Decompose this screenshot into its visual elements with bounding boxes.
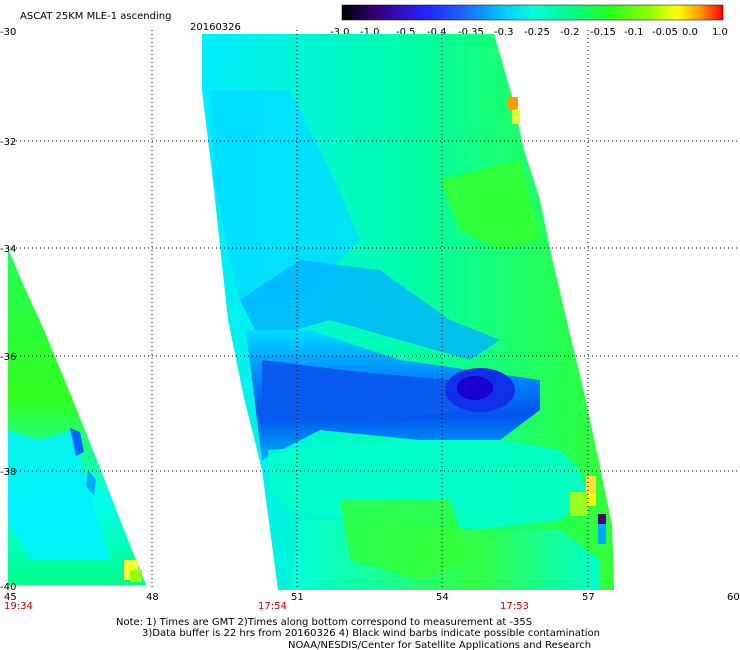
lon-label-2: 51 — [291, 592, 304, 603]
colorbar-label-6: -0.25 — [524, 27, 550, 38]
lon-label-1: 48 — [146, 592, 159, 603]
lat-label-5: -40 — [0, 582, 16, 593]
left-swath — [8, 248, 146, 585]
lon-label-3: 54 — [436, 592, 449, 603]
lon-label-4: 57 — [582, 592, 595, 603]
lon-label-5: 60 — [727, 592, 740, 603]
lat-label-1: -32 — [0, 137, 16, 148]
lat-label-3: -36 — [0, 352, 16, 363]
main-swath — [202, 34, 614, 590]
time-right: 17:53 — [500, 601, 529, 612]
colorbar-label-7: -0.2 — [560, 27, 580, 38]
lon-label-0: 45 — [4, 592, 17, 603]
lat-label-2: -34 — [0, 244, 16, 255]
colorbar: -3.0 -1.0 -0.5 -0.4 -0.35 -0.3 -0.25 -0.… — [330, 4, 728, 38]
map-date: 20160326 — [190, 22, 241, 33]
colorbar-label-4: -0.35 — [458, 27, 484, 38]
colorbar-label-9: -0.1 — [624, 27, 644, 38]
colorbar-label-2: -0.5 — [396, 27, 416, 38]
lat-label-0: -30 — [0, 27, 16, 38]
colorbar-label-3: -0.4 — [427, 27, 447, 38]
lat-axis: -30 -32 -34 -36 -38 -40 — [0, 27, 16, 593]
note-line-2: 3)Data buffer is 22 hrs from 20160326 4)… — [142, 628, 600, 639]
colorbar-label-10: -0.05 — [652, 27, 678, 38]
colorbar-ramp — [341, 4, 724, 21]
map-title: ASCAT 25KM MLE-1 ascending — [20, 11, 171, 22]
colorbar-label-12: 1.0 — [712, 27, 728, 38]
time-left: 19:34 — [4, 601, 33, 612]
pass-times: 19:34 17:54 17:53 — [4, 601, 529, 612]
note-line-1: Note: 1) Times are GMT 2)Times along bot… — [116, 617, 532, 628]
footer-notes: Note: 1) Times are GMT 2)Times along bot… — [116, 617, 600, 650]
colorbar-label-5: -0.3 — [494, 27, 514, 38]
lon-axis: 45 48 51 54 57 60 — [4, 592, 740, 603]
time-middle: 17:54 — [258, 601, 287, 612]
colorbar-label-8: -0.15 — [590, 27, 616, 38]
colorbar-label-0: -3.0 — [330, 27, 350, 38]
colorbar-label-11: 0.0 — [682, 27, 698, 38]
note-line-3: NOAA/NESDIS/Center for Satellite Applica… — [288, 640, 591, 650]
colorbar-label-1: -1.0 — [360, 27, 380, 38]
lat-label-4: -38 — [0, 467, 16, 478]
map-grid — [8, 30, 740, 588]
